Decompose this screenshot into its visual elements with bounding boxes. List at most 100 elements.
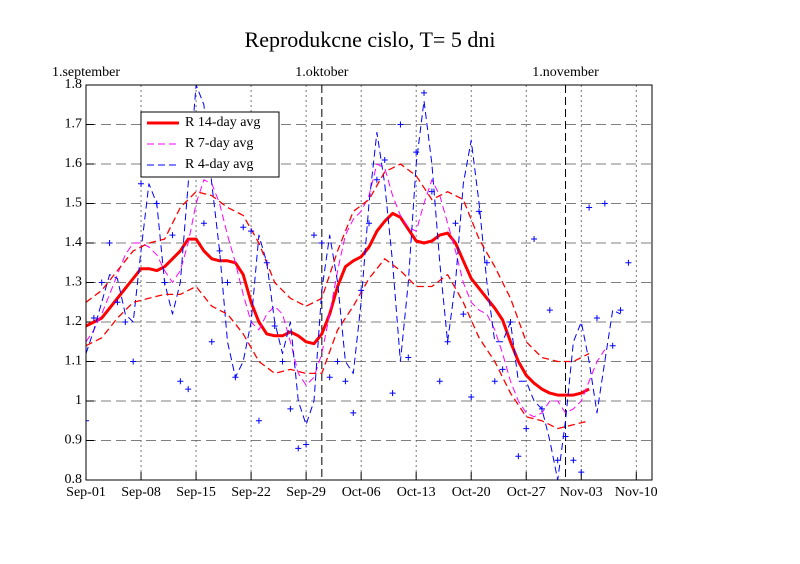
point [232, 374, 239, 381]
point [483, 259, 490, 266]
y-tick-label: 1.4 [65, 235, 83, 250]
point [318, 240, 325, 246]
point [350, 409, 357, 416]
point [287, 405, 294, 412]
point [523, 425, 530, 432]
point [601, 200, 608, 207]
plot-frame [85, 84, 653, 481]
point [389, 390, 396, 397]
point [114, 299, 121, 306]
x-tick-label: Nov-03 [560, 485, 603, 500]
point [248, 228, 255, 235]
x-tick-label: Sep-29 [286, 485, 326, 500]
point [617, 307, 624, 314]
point [499, 366, 506, 373]
point [86, 417, 89, 424]
line [86, 211, 590, 397]
point [373, 176, 380, 183]
point [295, 445, 302, 452]
point [436, 378, 443, 385]
point [460, 311, 467, 318]
point [169, 232, 176, 239]
y-tick-label: 1 [75, 393, 82, 408]
point [138, 180, 145, 187]
legend-label: R 14-day avg [185, 115, 260, 130]
point [625, 259, 632, 266]
point [586, 204, 593, 211]
legend-label: R 7-day avg [185, 136, 253, 151]
y-tick-label: 0.9 [65, 433, 83, 448]
y-tick-label: 0.8 [65, 472, 83, 487]
y-tick-label: 1.6 [65, 156, 83, 171]
point [177, 378, 184, 385]
x-tick-label: Oct-27 [507, 485, 546, 500]
point [208, 338, 215, 345]
point [554, 457, 561, 464]
point [476, 208, 483, 215]
point [279, 358, 286, 365]
line [86, 163, 606, 418]
point [334, 358, 341, 365]
point [240, 224, 247, 231]
y-tick-label: 1.5 [65, 196, 83, 211]
point [562, 433, 569, 440]
point [216, 247, 223, 254]
chart-title: Reprodukcne cislo, T= 5 dni [245, 27, 496, 52]
point [342, 378, 349, 385]
point [538, 405, 545, 412]
point [381, 157, 388, 164]
point [421, 89, 428, 96]
annotation: 1.september [52, 65, 120, 80]
point [106, 240, 113, 246]
annotation: 1.oktober [295, 65, 349, 80]
point [507, 319, 514, 325]
point [570, 457, 577, 464]
line [86, 85, 621, 480]
point [578, 469, 585, 476]
x-tick-label: Sep-08 [121, 485, 161, 500]
point [452, 220, 459, 227]
point [491, 378, 498, 385]
point [593, 315, 600, 322]
point [515, 453, 522, 460]
point [609, 342, 616, 349]
x-tick-label: Oct-13 [397, 485, 436, 500]
point [326, 374, 333, 381]
y-tick-label: 1.7 [65, 117, 83, 132]
x-tick-label: Nov-10 [615, 485, 658, 500]
point [263, 259, 270, 266]
point [185, 386, 192, 393]
x-tick-label: Sep-22 [231, 485, 271, 500]
line [86, 163, 590, 363]
point [98, 279, 105, 286]
point [531, 236, 538, 243]
line [86, 258, 590, 430]
point [428, 188, 435, 195]
x-tick-label: Sep-01 [66, 485, 106, 500]
legend-label: R 4-day avg [185, 157, 253, 172]
plot-area [86, 85, 632, 480]
point [468, 394, 475, 401]
point [444, 338, 451, 345]
point [405, 354, 412, 361]
point [153, 200, 160, 207]
point [303, 441, 310, 448]
annotation: 1.november [532, 65, 599, 80]
y-tick-label: 1.1 [65, 354, 83, 369]
x-tick-label: Oct-06 [342, 485, 381, 500]
point [358, 287, 365, 294]
point [224, 279, 231, 286]
y-tick-label: 1.3 [65, 275, 83, 290]
point [200, 220, 207, 227]
point [130, 358, 137, 365]
point [122, 319, 129, 325]
point [366, 220, 372, 227]
point [397, 121, 404, 128]
point [90, 315, 97, 322]
point [546, 307, 553, 314]
point [161, 279, 168, 286]
y-tick-label: 1.8 [65, 77, 83, 92]
x-tick-label: Sep-15 [176, 485, 216, 500]
